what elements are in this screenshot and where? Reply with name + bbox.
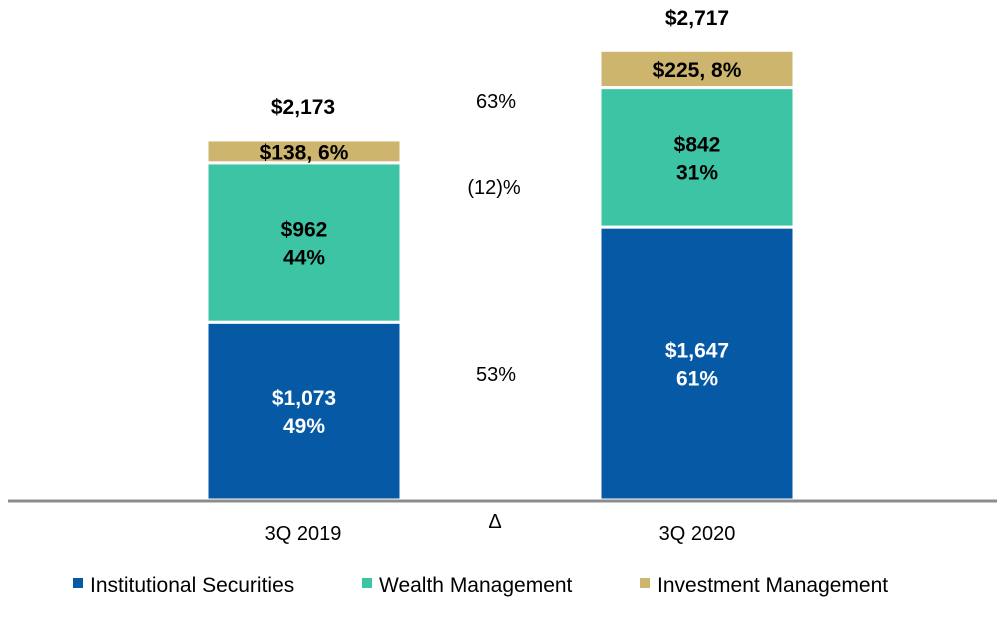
- total-label-0: $2,173: [271, 96, 335, 119]
- data-label-wealth-management-3q-2020: $842: [674, 133, 721, 156]
- bar-investment-management-3q-2020: [598, 48, 796, 90]
- delta-wealth-management: (12)%: [467, 177, 521, 199]
- data-label-investment-management-3q-2020: $225, 8%: [653, 59, 742, 82]
- legend: Institutional Securities Wealth Manageme…: [73, 574, 888, 597]
- legend-label-investment-management: Investment Management: [657, 574, 888, 597]
- delta-investment-management: 63%: [476, 91, 516, 113]
- data-label-wealth-management-3q-2019: 44%: [283, 247, 325, 270]
- data-label-wealth-management-3q-2019: $962: [281, 219, 328, 242]
- legend-label-institutional-securities: Institutional Securities: [90, 574, 294, 597]
- delta-header: Δ: [488, 511, 501, 533]
- bar-institutional-securities-3q-2020: [598, 225, 796, 502]
- data-label-institutional-securities-3q-2020: $1,647: [665, 340, 729, 363]
- delta-institutional-securities: 53%: [476, 364, 516, 386]
- legend-label-wealth-management: Wealth Management: [379, 574, 573, 597]
- data-label-investment-management-3q-2019: $138, 6%: [260, 141, 349, 164]
- x-tick-label-0: 3Q 2019: [265, 523, 342, 545]
- legend-marker-institutional-securities: [73, 578, 83, 588]
- data-label-institutional-securities-3q-2019: 49%: [283, 415, 325, 438]
- data-label-wealth-management-3q-2020: 31%: [676, 161, 718, 184]
- x-tick-label-1: 3Q 2020: [659, 523, 736, 545]
- data-label-institutional-securities-3q-2019: $1,073: [272, 387, 336, 410]
- legend-marker-investment-management: [640, 578, 650, 588]
- bars: $1,073 49% $962 44% $138, 6% $1,647 61% $842 31%…: [205, 48, 796, 502]
- data-label-institutional-securities-3q-2020: 61%: [676, 368, 718, 391]
- total-label-1: $2,717: [665, 7, 729, 30]
- bar-wealth-management-3q-2019: [205, 161, 403, 324]
- bar-wealth-management-3q-2020: [598, 86, 796, 229]
- bar-institutional-securities-3q-2019: [205, 320, 403, 502]
- bar-investment-management-3q-2019: [205, 138, 403, 165]
- legend-marker-wealth-management: [362, 578, 372, 588]
